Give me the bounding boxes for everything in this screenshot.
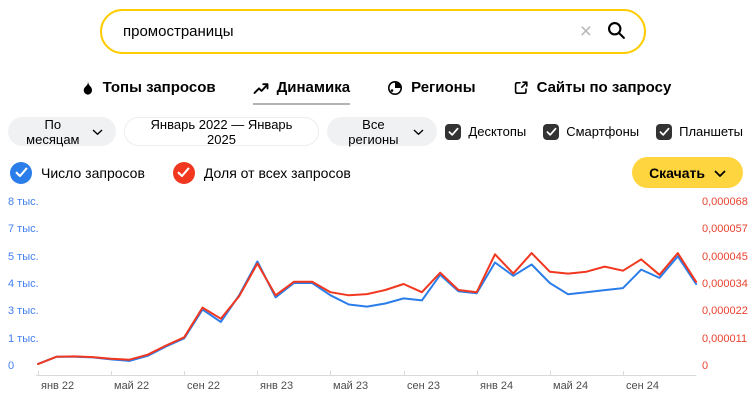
x-axis-label: сен 22 [187, 380, 220, 392]
chevron-down-icon [413, 124, 424, 139]
tab-label: Динамика [276, 79, 351, 96]
period-dropdown[interactable]: По месяцам [8, 116, 116, 147]
x-axis-tick [111, 371, 112, 375]
chevron-down-icon [92, 124, 103, 139]
device-label: Десктопы [468, 124, 527, 139]
tab-dynamics[interactable]: Динамика [252, 79, 351, 105]
chevron-down-icon [714, 165, 726, 181]
trend-icon [253, 81, 269, 95]
search-bar: × [100, 9, 646, 54]
y-axis-label-left: 3 тыс. [8, 305, 39, 318]
x-axis-label: янв 23 [260, 380, 294, 392]
tab-sites[interactable]: Сайты по запросу [513, 79, 672, 105]
x-axis-label: янв 22 [41, 380, 75, 392]
x-axis-tick [184, 371, 185, 375]
y-axis-label-right: 0,000068 % [702, 196, 751, 208]
checkbox-checked-icon [445, 123, 462, 140]
y-axis-label-right: 0 [702, 360, 709, 372]
y-axis-label-left: 8 тыс. [8, 196, 39, 208]
filters-row: По месяцам Январь 2022 — Январь 2025 Все… [8, 116, 743, 147]
date-range-picker[interactable]: Январь 2022 — Январь 2025 [123, 116, 320, 147]
search-input[interactable] [102, 11, 571, 52]
y-axis-label-left: 4 тыс. [8, 278, 39, 290]
region-dropdown[interactable]: Все регионы [327, 116, 438, 147]
checkbox-tablets[interactable]: Планшеты [656, 123, 743, 140]
series-line-share [37, 252, 698, 366]
clear-search-icon[interactable]: × [579, 20, 592, 43]
y-axis-label-right: 0,000011 [702, 332, 748, 345]
flame-icon [80, 80, 95, 96]
legend-row: Число запросов Доля от всех запросов Ска… [10, 157, 743, 188]
x-axis-line [36, 375, 696, 376]
y-axis-label-right: 0,000057 [702, 223, 748, 236]
tab-label: Топы запросов [102, 79, 216, 96]
legend-queries-toggle[interactable]: Число запросов [10, 161, 145, 184]
download-button[interactable]: Скачать [632, 157, 743, 188]
x-axis-tick [330, 371, 331, 375]
device-filters: Десктопы Смартфоны Планшеты [445, 123, 743, 140]
x-axis-label: сен 24 [626, 380, 659, 392]
device-label: Смартфоны [566, 124, 640, 139]
legend-label: Доля от всех запросов [203, 164, 351, 181]
search-icon [606, 20, 627, 44]
x-axis-label: янв 24 [480, 380, 514, 392]
y-axis-label-right: 0,000045 [702, 250, 748, 263]
legend-share-toggle[interactable]: Доля от всех запросов [172, 161, 351, 184]
y-axis-label-left: 1 тыс. [8, 332, 39, 345]
y-axis-label-right: 0,000022 [702, 305, 748, 318]
region-label: Все регионы [348, 116, 399, 147]
y-axis-label-left: 5 тыс. [8, 250, 39, 263]
checkbox-checked-icon [656, 123, 673, 140]
x-axis-tick [257, 371, 258, 375]
plot-svg [37, 252, 698, 366]
tab-label: Регионы [411, 79, 476, 96]
x-axis-tick [623, 371, 624, 375]
checkbox-smartphones[interactable]: Смартфоны [543, 123, 640, 140]
download-label: Скачать [649, 164, 705, 181]
external-link-icon [513, 80, 529, 96]
series-line-queries [37, 255, 698, 365]
x-axis-label: май 23 [333, 380, 369, 392]
tab-label: Сайты по запросу [536, 79, 672, 96]
x-axis-tick [404, 371, 405, 375]
x-axis-label: сен 23 [407, 380, 440, 392]
checkbox-desktops[interactable]: Десктопы [445, 123, 527, 140]
x-axis-tick [477, 371, 478, 375]
x-axis-label: май 22 [114, 380, 150, 392]
tab-top-queries[interactable]: Топы запросов [80, 79, 216, 105]
globe-icon [387, 80, 403, 96]
y-axis-label-left: 7 тыс. [8, 223, 39, 236]
search-button[interactable] [601, 20, 644, 44]
checkbox-checked-icon [543, 123, 560, 140]
period-label: По месяцам [26, 116, 80, 147]
chart: 0 1 тыс. 3 тыс. 4 тыс. 5 тыс. 7 тыс. 8 тыс. 0 0,… [0, 194, 751, 407]
legend-check-icon [172, 161, 195, 184]
y-axis-label-right: 0,000034 [702, 278, 748, 290]
y-axis-label-left: 0 [8, 360, 15, 372]
x-axis-label: май 24 [553, 380, 589, 392]
x-axis-tick [38, 371, 39, 375]
device-label: Планшеты [679, 124, 743, 139]
legend-label: Число запросов [41, 164, 145, 181]
tabs: Топы запросов Динамика Регионы [0, 79, 751, 105]
x-axis-tick [550, 371, 551, 375]
tab-regions[interactable]: Регионы [387, 79, 476, 105]
date-range-label: Январь 2022 — Январь 2025 [150, 116, 293, 147]
legend-check-icon [10, 161, 32, 184]
